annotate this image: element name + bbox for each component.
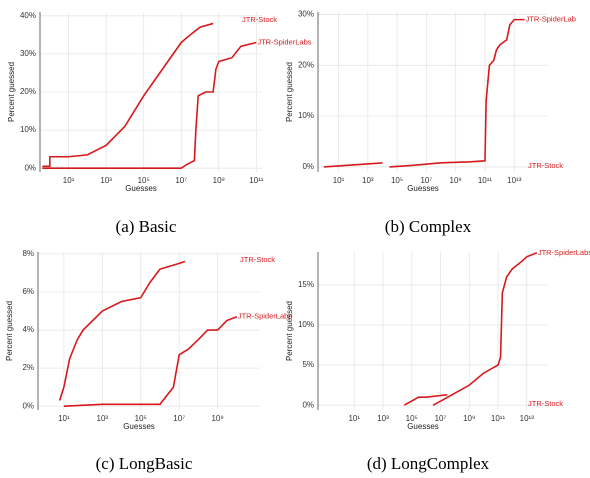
x-tick-label: 10³: [100, 176, 112, 185]
x-tick-label: 10⁹: [211, 414, 223, 423]
x-tick-label: 10⁷: [175, 176, 187, 185]
x-tick-label: 10⁹: [213, 176, 225, 185]
series-label: JTR-SpiderLabs: [238, 312, 292, 321]
y-tick-label: 15%: [298, 280, 314, 289]
x-tick-label: 10⁹: [450, 176, 462, 185]
y-tick-label: 10%: [298, 111, 314, 120]
x-tick-label: 10¹³: [520, 414, 535, 423]
x-tick-label: 10¹³: [507, 176, 522, 185]
series-label: JTR-Stock: [528, 399, 563, 408]
y-tick-label: 2%: [22, 363, 34, 372]
caption: (a) Basic: [116, 217, 177, 236]
y-axis-label: Percent guessed: [285, 62, 294, 122]
x-axis-label: Guesses: [123, 422, 155, 431]
series-line: [389, 18, 525, 168]
series-line: [323, 162, 383, 168]
x-tick-label: 10⁵: [135, 414, 147, 423]
x-tick-label: 10¹: [63, 176, 75, 185]
x-tick-label: 10¹: [58, 414, 70, 423]
series-label: JTR-SpiderLab: [526, 15, 576, 24]
series-line: [432, 252, 538, 406]
series-label: JTR-SpiderLabs: [538, 248, 590, 257]
series-line: [63, 315, 238, 407]
y-tick-label: 4%: [22, 325, 34, 334]
x-tick-label: 10⁹: [463, 414, 475, 423]
x-tick-label: 10⁷: [420, 176, 432, 185]
x-tick-label: 10¹: [333, 176, 345, 185]
x-tick-label: 10³: [362, 176, 374, 185]
y-axis-label: Percent guessed: [7, 62, 16, 122]
y-tick-label: 0%: [24, 163, 36, 172]
y-tick-label: 0%: [302, 400, 314, 409]
x-axis-label: Guesses: [125, 184, 157, 193]
y-tick-label: 0%: [22, 401, 34, 410]
x-axis-label: Guesses: [407, 422, 439, 431]
series-line: [42, 41, 257, 169]
y-tick-label: 0%: [302, 162, 314, 171]
x-tick-label: 10¹¹: [478, 176, 493, 185]
x-tick-label: 10⁵: [138, 176, 150, 185]
y-tick-label: 5%: [302, 360, 314, 369]
caption: (c) LongBasic: [96, 454, 193, 473]
y-tick-label: 30%: [298, 10, 314, 19]
series-label: JTR-Stock: [242, 15, 277, 24]
y-axis-label: Percent guessed: [5, 301, 14, 361]
x-tick-label: 10⁷: [435, 414, 447, 423]
x-tick-label: 10³: [97, 414, 109, 423]
x-tick-label: 10¹¹: [491, 414, 506, 423]
y-tick-label: 6%: [22, 287, 34, 296]
series-line: [42, 22, 214, 168]
x-tick-label: 10¹¹: [249, 176, 264, 185]
caption: (b) Complex: [385, 217, 472, 236]
y-tick-label: 20%: [20, 87, 36, 96]
caption: (d) LongComplex: [367, 454, 490, 473]
y-tick-label: 30%: [20, 49, 36, 58]
series-line: [403, 393, 448, 406]
series-label: JTR-Stock: [528, 161, 563, 170]
x-tick-label: 10⁵: [391, 176, 403, 185]
x-tick-label: 10³: [377, 414, 389, 423]
x-tick-label: 10⁷: [173, 414, 185, 423]
x-tick-label: 10¹: [348, 414, 360, 423]
x-axis-label: Guesses: [407, 184, 439, 193]
series-label: JTR-Stock: [240, 255, 275, 264]
y-tick-label: 10%: [20, 125, 36, 134]
x-tick-label: 10⁵: [406, 414, 418, 423]
series-label: JTR-SpiderLabs: [257, 37, 311, 46]
y-tick-label: 10%: [298, 320, 314, 329]
y-tick-label: 40%: [20, 11, 36, 20]
series-line: [58, 260, 186, 401]
y-tick-label: 20%: [298, 60, 314, 69]
y-tick-label: 8%: [22, 249, 34, 258]
y-axis-label: Percent guessed: [285, 301, 294, 361]
